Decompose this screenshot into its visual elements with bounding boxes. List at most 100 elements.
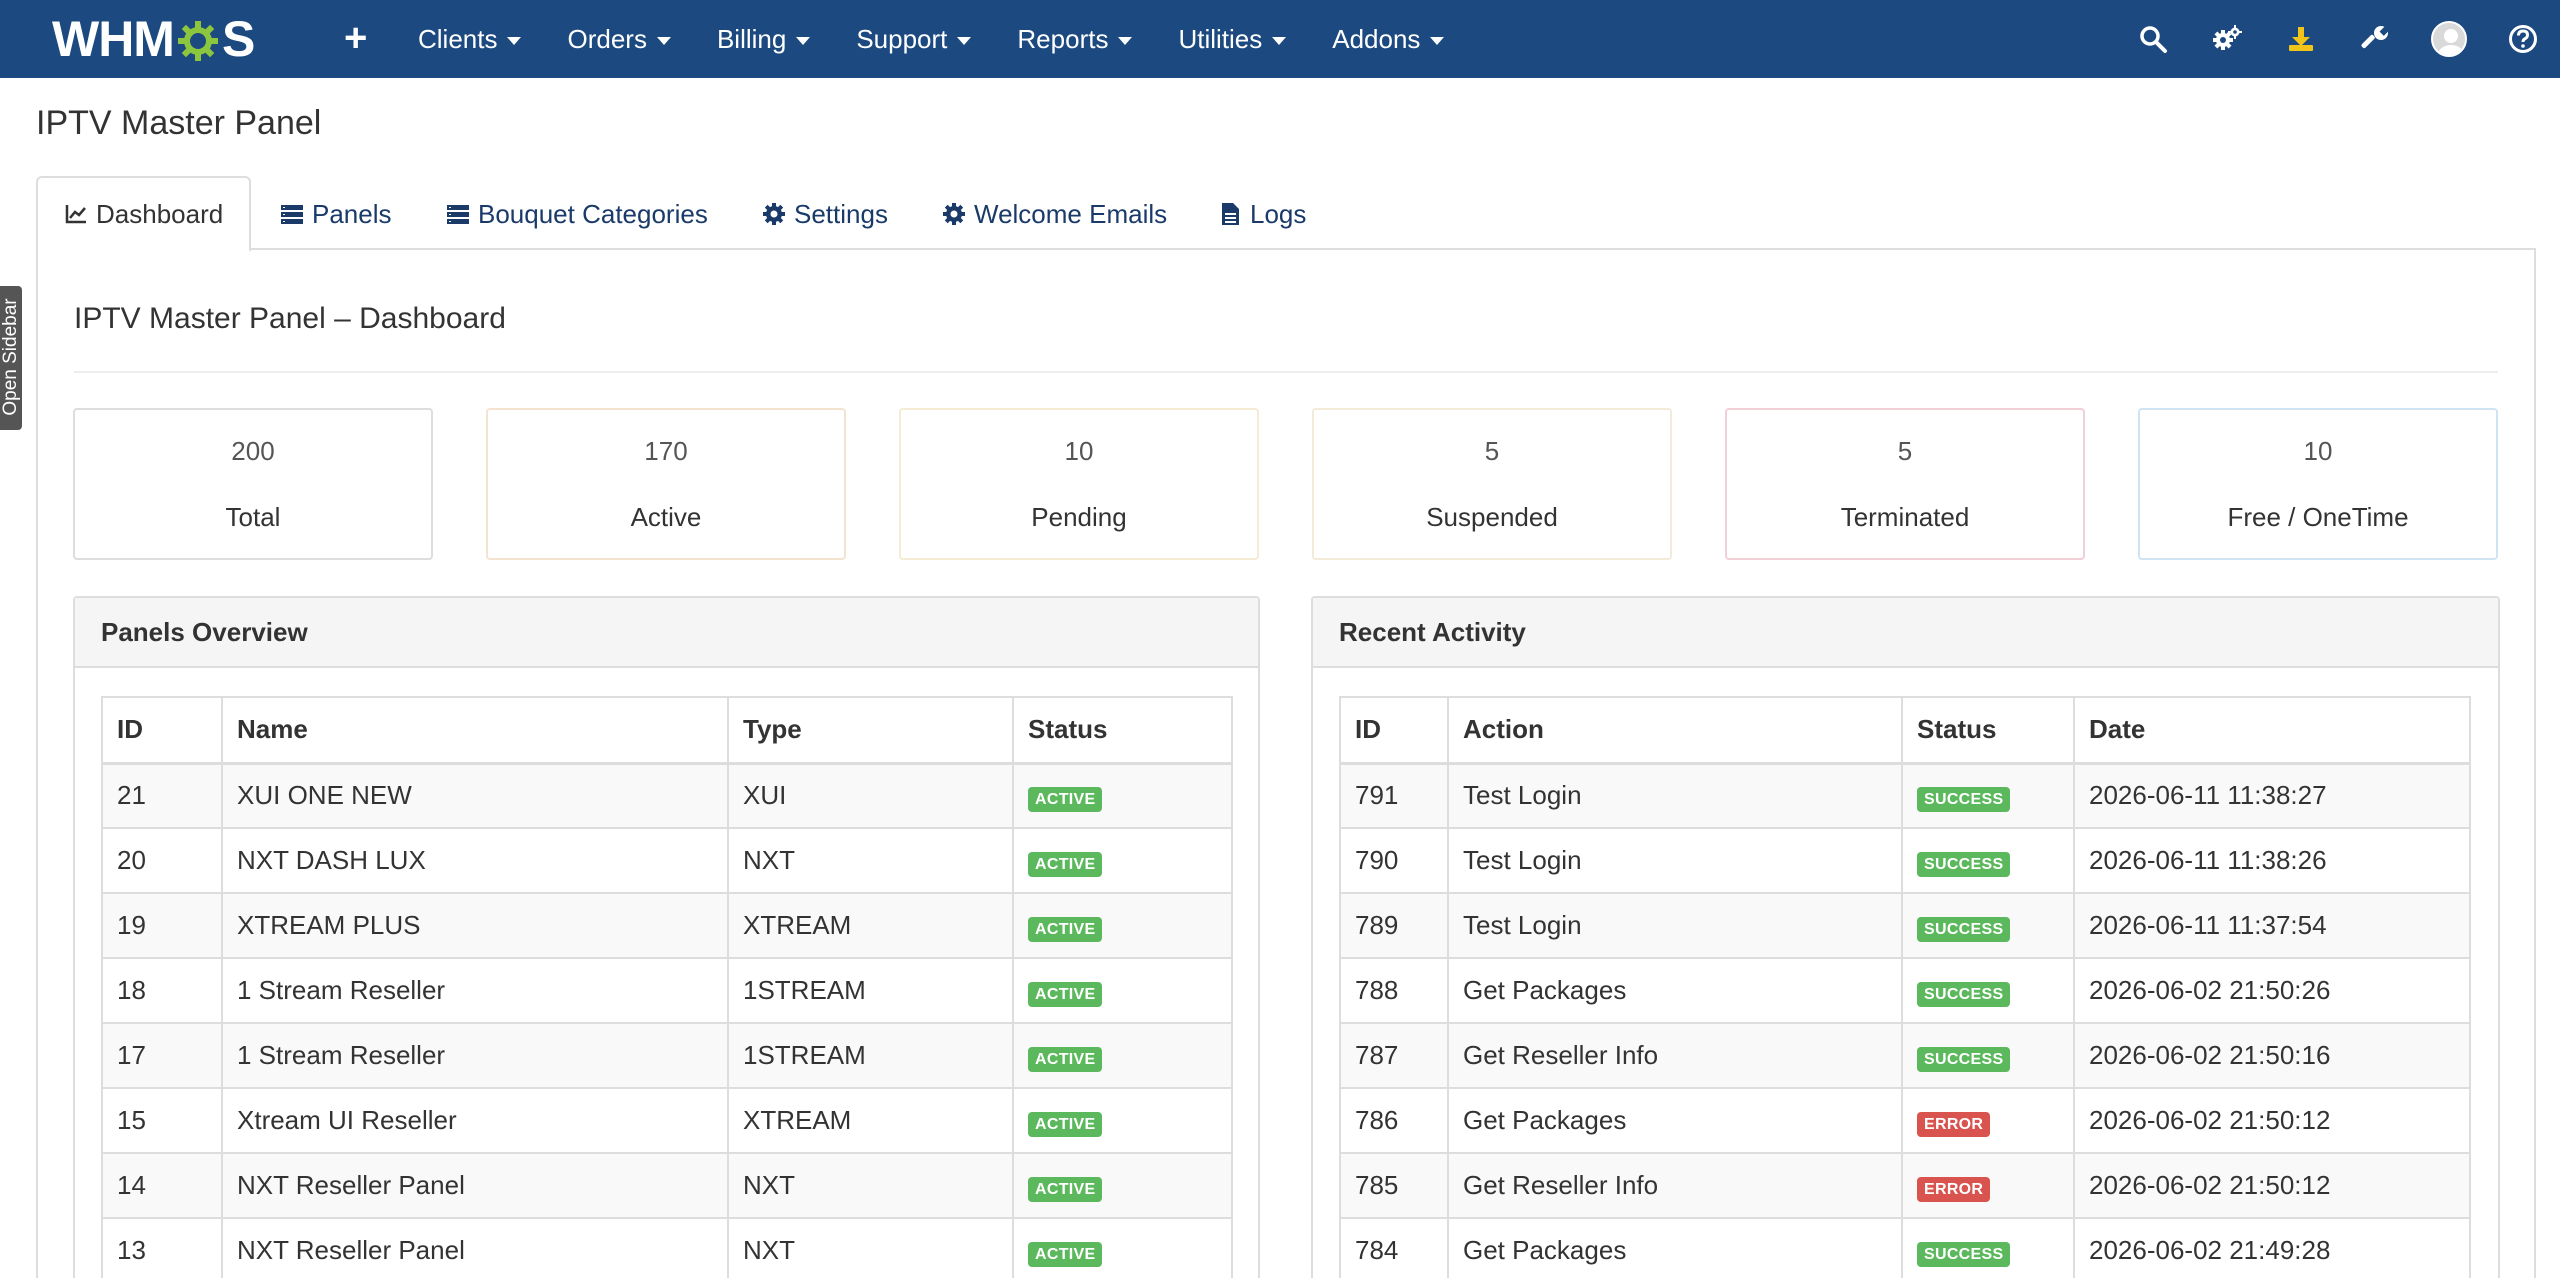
chevron-down-icon bbox=[957, 37, 972, 45]
recent-activity-title: Recent Activity bbox=[1313, 598, 2498, 668]
stat-card-active: 170 Active bbox=[486, 408, 846, 560]
activity-id-cell: 786 bbox=[1339, 1087, 1449, 1154]
panel-type-cell: NXT bbox=[727, 1152, 1014, 1219]
panel-id-cell: 19 bbox=[101, 892, 223, 959]
menu-label: Orders bbox=[567, 23, 647, 54]
table-row[interactable]: 14 NXT Reseller Panel NXT ACTIVE bbox=[101, 1152, 1233, 1219]
open-sidebar-toggle[interactable]: Open Sidebar bbox=[0, 286, 22, 430]
wrench-icon[interactable] bbox=[2338, 0, 2412, 78]
tab-logs[interactable]: Logs bbox=[1218, 176, 1306, 252]
activity-date-cell: 2026-06-02 21:50:12 bbox=[2073, 1152, 2471, 1219]
column-header[interactable]: Date bbox=[2073, 696, 2471, 765]
activity-date-cell: 2026-06-11 11:38:27 bbox=[2073, 762, 2471, 829]
table-row[interactable]: 784 Get Packages SUCCESS 2026-06-02 21:49:2… bbox=[1339, 1217, 2471, 1278]
panel-status-cell: ACTIVE bbox=[1012, 892, 1233, 959]
stat-label: Pending bbox=[1031, 502, 1127, 532]
menu-reports[interactable]: Reports bbox=[1017, 24, 1133, 55]
activity-status-cell: SUCCESS bbox=[1901, 1217, 2075, 1278]
panel-name-cell: Xtream UI Reseller bbox=[221, 1087, 729, 1154]
table-row[interactable]: 787 Get Reseller Info SUCCESS 2026-06-02 21… bbox=[1339, 1022, 2471, 1089]
help-icon[interactable] bbox=[2486, 0, 2560, 78]
tab-label: Welcome Emails bbox=[974, 198, 1168, 229]
module-tabs: Dashboard Panels Bouquet Categories Sett… bbox=[36, 176, 2536, 252]
logo-gear-icon bbox=[176, 17, 220, 61]
status-badge: ERROR bbox=[1917, 1176, 1991, 1202]
tab-label: Settings bbox=[794, 198, 888, 229]
tab-bouquet-categories[interactable]: Bouquet Categories bbox=[446, 176, 708, 252]
activity-date-cell: 2026-06-02 21:50:26 bbox=[2073, 957, 2471, 1024]
activity-id-cell: 791 bbox=[1339, 762, 1449, 829]
search-icon[interactable] bbox=[2116, 0, 2190, 78]
page-title: IPTV Master Panel bbox=[36, 104, 322, 142]
table-row[interactable]: 786 Get Packages ERROR 2026-06-02 21:50:12 bbox=[1339, 1087, 2471, 1154]
column-header[interactable]: Name bbox=[221, 696, 729, 765]
activity-id-cell: 788 bbox=[1339, 957, 1449, 1024]
stat-value: 5 bbox=[1484, 436, 1500, 466]
main-menu: Clients Orders Billing Support Reports U… bbox=[418, 0, 1490, 78]
stat-label: Suspended bbox=[1426, 502, 1558, 532]
cogs-icon[interactable] bbox=[2190, 0, 2264, 78]
column-header[interactable]: Status bbox=[1012, 696, 1233, 765]
menu-billing[interactable]: Billing bbox=[717, 24, 811, 55]
panel-id-cell: 14 bbox=[101, 1152, 223, 1219]
table-row[interactable]: 19 XTREAM PLUS XTREAM ACTIVE bbox=[101, 892, 1233, 959]
dashboard-title: IPTV Master Panel – Dashboard bbox=[74, 302, 506, 335]
panel-name-cell: 1 Stream Reseller bbox=[221, 957, 729, 1024]
tab-panels[interactable]: Panels bbox=[280, 176, 392, 252]
download-icon[interactable] bbox=[2264, 0, 2338, 78]
logo-text-right: S bbox=[221, 11, 255, 67]
panel-name-cell: XTREAM PLUS bbox=[221, 892, 729, 959]
table-row[interactable]: 18 1 Stream Reseller 1STREAM ACTIVE bbox=[101, 957, 1233, 1024]
activity-date-cell: 2026-06-02 21:50:12 bbox=[2073, 1087, 2471, 1154]
table-row[interactable]: 785 Get Reseller Info ERROR 2026-06-02 21:5… bbox=[1339, 1152, 2471, 1219]
menu-addons[interactable]: Addons bbox=[1332, 24, 1445, 55]
tab-label: Panels bbox=[312, 198, 392, 229]
column-header[interactable]: ID bbox=[101, 696, 223, 765]
activity-date-cell: 2026-06-11 11:38:26 bbox=[2073, 827, 2471, 894]
panel-id-cell: 13 bbox=[101, 1217, 223, 1278]
status-badge: ACTIVE bbox=[1028, 916, 1103, 942]
table-row[interactable]: 15 Xtream UI Reseller XTREAM ACTIVE bbox=[101, 1087, 1233, 1154]
panel-status-cell: ACTIVE bbox=[1012, 1152, 1233, 1219]
tab-welcome-emails[interactable]: Welcome Emails bbox=[942, 176, 1167, 252]
menu-support[interactable]: Support bbox=[856, 24, 972, 55]
avatar bbox=[2431, 21, 2467, 57]
open-sidebar-label: Open Sidebar bbox=[0, 298, 21, 416]
panel-status-cell: ACTIVE bbox=[1012, 1217, 1233, 1278]
table-row[interactable]: 790 Test Login SUCCESS 2026-06-11 11:38:26 bbox=[1339, 827, 2471, 894]
column-header[interactable]: Status bbox=[1901, 696, 2075, 765]
tab-dashboard[interactable]: Dashboard bbox=[36, 176, 252, 252]
stat-label: Terminated bbox=[1840, 502, 1970, 532]
activity-action-cell: Test Login bbox=[1447, 827, 1903, 894]
user-avatar[interactable] bbox=[2412, 0, 2486, 78]
activity-status-cell: SUCCESS bbox=[1901, 957, 2075, 1024]
panel-status-cell: ACTIVE bbox=[1012, 1022, 1233, 1089]
column-header[interactable]: ID bbox=[1339, 696, 1449, 765]
chevron-down-icon bbox=[1118, 37, 1133, 45]
menu-orders[interactable]: Orders bbox=[567, 23, 671, 55]
panel-id-cell: 15 bbox=[101, 1087, 223, 1154]
activity-status-cell: SUCCESS bbox=[1901, 762, 2075, 829]
table-row[interactable]: 791 Test Login SUCCESS 2026-06-11 11:38:27 bbox=[1339, 762, 2471, 829]
status-badge: ACTIVE bbox=[1028, 981, 1103, 1007]
table-row[interactable]: 788 Get Packages SUCCESS 2026-06-02 21:50:2… bbox=[1339, 957, 2471, 1024]
status-badge: SUCCESS bbox=[1917, 786, 2011, 812]
activity-action-cell: Get Packages bbox=[1447, 957, 1903, 1024]
menu-clients[interactable]: Clients bbox=[418, 24, 522, 55]
tab-settings[interactable]: Settings bbox=[762, 176, 888, 252]
table-row[interactable]: 13 NXT Reseller Panel NXT ACTIVE bbox=[101, 1217, 1233, 1278]
table-row[interactable]: 20 NXT DASH LUX NXT ACTIVE bbox=[101, 827, 1233, 894]
table-row[interactable]: 789 Test Login SUCCESS 2026-06-11 11:37:54 bbox=[1339, 892, 2471, 959]
panel-status-cell: ACTIVE bbox=[1012, 1087, 1233, 1154]
menu-utilities[interactable]: Utilities bbox=[1178, 24, 1287, 55]
column-header[interactable]: Type bbox=[727, 696, 1014, 765]
whmcs-logo[interactable]: WHM S bbox=[52, 11, 255, 67]
panels-overview-title: Panels Overview bbox=[75, 598, 1258, 668]
add-new-icon[interactable]: + bbox=[344, 16, 368, 60]
activity-action-cell: Get Packages bbox=[1447, 1087, 1903, 1154]
panel-type-cell: XTREAM bbox=[727, 1087, 1014, 1154]
table-row[interactable]: 17 1 Stream Reseller 1STREAM ACTIVE bbox=[101, 1022, 1233, 1089]
panel-name-cell: NXT DASH LUX bbox=[221, 827, 729, 894]
column-header[interactable]: Action bbox=[1447, 696, 1903, 765]
table-row[interactable]: 21 XUI ONE NEW XUI ACTIVE bbox=[101, 762, 1233, 829]
